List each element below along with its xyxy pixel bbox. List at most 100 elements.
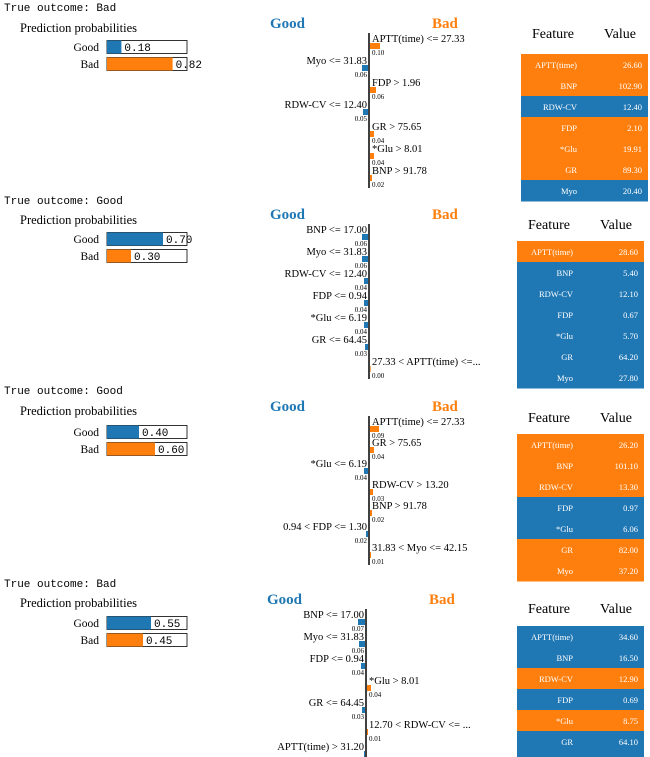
contribution-bar-5 <box>370 131 374 137</box>
table-row-1 <box>517 626 644 648</box>
table-value-4: 2.10 <box>627 123 642 133</box>
contribution-label-5: *Glu <= 6.19 <box>311 313 367 324</box>
contribution-bar-7 <box>370 175 372 181</box>
contribution-label-2: Myo <= 31.83 <box>306 247 367 258</box>
contribution-weight-1: 0.06 <box>355 240 368 248</box>
probability-value-bad: 0.82 <box>176 60 202 72</box>
bad-heading: Bad <box>432 399 459 415</box>
contribution-label-3: FDP > 1.96 <box>372 78 420 89</box>
table-feature-4: FDP <box>557 503 573 513</box>
contribution-weight-4: 0.04 <box>369 691 382 699</box>
contribution-bar-1 <box>370 426 379 432</box>
table-feature-5: *Glu <box>556 331 574 341</box>
probability-bar-bad <box>107 57 173 71</box>
contribution-weight-2: 0.06 <box>355 71 368 79</box>
contribution-bar-4 <box>367 685 371 691</box>
table-feature-header: Feature <box>528 218 570 233</box>
contribution-weight-6: 0.01 <box>369 735 382 743</box>
probability-bar-bad <box>107 442 155 456</box>
contribution-weight-6: 0.02 <box>355 537 368 545</box>
contribution-bar-2 <box>362 256 368 262</box>
contribution-label-4: FDP <= 0.94 <box>313 291 368 302</box>
table-value-2: 5.40 <box>623 268 638 278</box>
contribution-bar-1 <box>358 619 365 625</box>
contribution-bar-3 <box>370 87 376 93</box>
table-value-header: Value <box>600 411 632 426</box>
contribution-weight-2: 0.04 <box>372 453 385 461</box>
table-row-7 <box>521 180 648 202</box>
table-value-2: 102.90 <box>619 81 642 91</box>
probability-label-bad: Bad <box>80 251 99 263</box>
table-value-3: 12.40 <box>623 102 642 112</box>
true-outcome-label: True outcome: Good <box>4 386 123 398</box>
prediction-probabilities-title: Prediction probabilities <box>20 21 137 35</box>
table-row-3 <box>521 96 648 118</box>
contribution-weight-3: 0.06 <box>372 93 385 101</box>
table-value-4: 0.69 <box>623 695 638 705</box>
table-feature-5: *Glu <box>560 144 578 154</box>
contribution-weight-7: 0.02 <box>372 181 385 189</box>
table-row-6 <box>521 159 648 181</box>
true-outcome-label: True outcome: Bad <box>4 579 116 591</box>
probability-label-good: Good <box>73 618 99 630</box>
contribution-weight-7: 0.01 <box>372 558 385 566</box>
table-feature-1: APTT(time) <box>531 440 573 450</box>
table-value-1: 26.20 <box>619 440 638 450</box>
table-row-4 <box>521 117 648 139</box>
contribution-bar-1 <box>370 43 380 49</box>
probability-value-bad: 0.30 <box>134 252 160 264</box>
contribution-weight-4: 0.04 <box>355 306 368 314</box>
contribution-bar-3 <box>364 468 368 474</box>
contribution-weight-4: 0.03 <box>372 495 385 503</box>
contribution-weight-1: 0.07 <box>352 625 365 633</box>
table-feature-7: Myo <box>557 373 573 383</box>
probability-label-good: Good <box>73 234 99 246</box>
table-value-4: 0.97 <box>623 503 638 513</box>
contribution-bar-7 <box>370 552 371 558</box>
contribution-bar-4 <box>370 489 373 495</box>
contribution-label-2: Myo <= 31.83 <box>303 632 364 643</box>
true-outcome-label: True outcome: Bad <box>4 3 116 15</box>
table-row-1 <box>517 434 644 456</box>
bad-heading: Bad <box>432 16 459 32</box>
table-feature-7: Myo <box>557 566 573 576</box>
probability-bar-good <box>107 425 139 439</box>
contribution-label-7: 27.33 < APTT(time) <=... <box>372 357 480 368</box>
table-row-5 <box>517 518 644 540</box>
good-heading: Good <box>270 207 306 223</box>
contribution-label-6: GR <= 64.45 <box>312 335 367 346</box>
table-feature-1: APTT(time) <box>531 247 573 257</box>
table-feature-header: Feature <box>528 411 570 426</box>
contribution-bar-3 <box>361 663 365 669</box>
table-row-2 <box>517 262 644 284</box>
probability-value-bad: 0.45 <box>146 636 172 648</box>
probability-bar-bad <box>107 249 131 263</box>
table-feature-3: RDW-CV <box>539 674 574 684</box>
table-feature-3: RDW-CV <box>539 289 574 299</box>
probability-value-good: 0.18 <box>124 43 150 55</box>
table-row-6 <box>517 346 644 368</box>
contribution-bar-5 <box>370 510 372 516</box>
contribution-bar-1 <box>362 234 368 240</box>
table-value-6: 82.00 <box>619 545 638 555</box>
probability-value-bad: 0.60 <box>158 445 184 457</box>
table-feature-2: BNP <box>556 461 573 471</box>
table-feature-5: *Glu <box>556 716 574 726</box>
contribution-weight-5: 0.02 <box>372 516 385 524</box>
table-feature-6: GR <box>561 545 573 555</box>
table-value-1: 28.60 <box>619 247 638 257</box>
contribution-bar-5 <box>364 322 368 328</box>
table-feature-2: BNP <box>560 81 577 91</box>
contribution-bar-2 <box>370 447 374 453</box>
table-value-5: 8.75 <box>623 716 638 726</box>
table-row-5 <box>517 325 644 347</box>
contribution-label-6: *Glu > 8.01 <box>372 144 423 155</box>
bad-heading: Bad <box>429 592 456 608</box>
contribution-bar-4 <box>363 109 368 115</box>
table-value-6: 64.10 <box>619 737 638 747</box>
table-value-6: 64.20 <box>619 352 638 362</box>
table-feature-5: *Glu <box>556 524 574 534</box>
table-feature-2: BNP <box>556 268 573 278</box>
contribution-label-1: BNP <= 17.00 <box>306 225 367 236</box>
table-feature-4: FDP <box>561 123 577 133</box>
